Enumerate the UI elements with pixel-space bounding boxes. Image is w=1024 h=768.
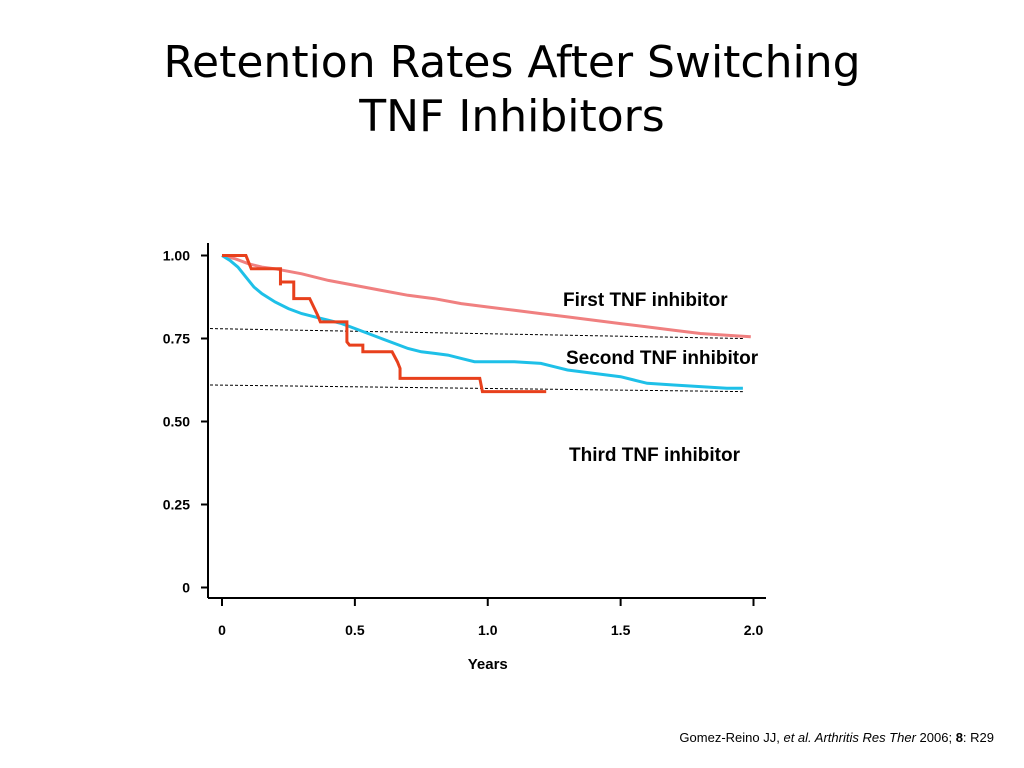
citation-pages: : R29 [962, 730, 994, 745]
citation-volume: 8 [955, 730, 963, 745]
x-tick-label: 0 [218, 622, 226, 638]
x-axis-title: Years [468, 656, 508, 673]
y-tick-label: 0.50 [163, 414, 190, 430]
citation-etal: et al. [783, 730, 812, 745]
series-lines [221, 254, 751, 394]
x-tick-label: 1.0 [478, 622, 498, 638]
y-tick-label: 0.25 [163, 497, 190, 513]
second-tnf-inhibitor-line [221, 254, 743, 390]
y-tick-label: 0.75 [163, 331, 190, 347]
third-tnf-inhibitor-line [222, 254, 547, 394]
citation-authors: Gomez-Reino JJ, [679, 730, 784, 745]
chart-axes: 0 0.25 0.50 0.75 1.00 0 0.5 1.0 1.5 2.0 Years [163, 243, 766, 673]
reference-line [209, 384, 743, 393]
slide-title: Retention Rates After Switching TNF Inhi… [0, 36, 1024, 144]
y-tick-label: 0 [182, 580, 190, 596]
third-tnf-inhibitor-label: Third TNF inhibitor [569, 445, 741, 466]
slide-title-line-1: Retention Rates After Switching [163, 37, 861, 88]
chart-labels: First TNF inhibitor Second TNF inhibitor T… [563, 290, 759, 466]
x-tick-label: 2.0 [744, 622, 764, 638]
citation-year: 2006; [915, 730, 956, 745]
reference-lines [209, 328, 743, 393]
y-tick-label: 1.00 [163, 248, 190, 264]
slide-title-line-2: TNF Inhibitors [359, 91, 665, 142]
citation: Gomez-Reino JJ, et al. Arthritis Res The… [679, 730, 994, 745]
second-tnf-inhibitor-label: Second TNF inhibitor [566, 348, 759, 369]
x-tick-label: 0.5 [345, 622, 365, 638]
first-tnf-inhibitor-label: First TNF inhibitor [563, 290, 728, 311]
x-tick-label: 1.5 [611, 622, 631, 638]
reference-line [209, 328, 743, 339]
citation-journal: Arthritis Res Ther [811, 730, 916, 745]
